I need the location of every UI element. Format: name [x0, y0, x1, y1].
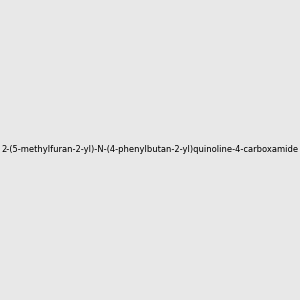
Text: 2-(5-methylfuran-2-yl)-N-(4-phenylbutan-2-yl)quinoline-4-carboxamide: 2-(5-methylfuran-2-yl)-N-(4-phenylbutan-… — [2, 146, 298, 154]
